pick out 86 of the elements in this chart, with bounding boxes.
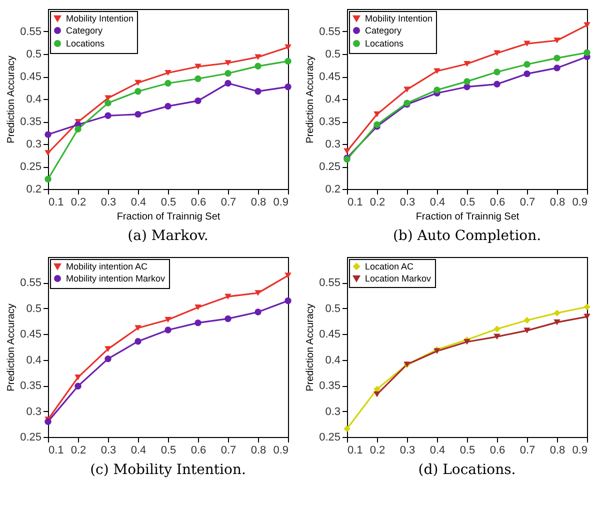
x-tick-label: 0.7 — [220, 444, 236, 456]
y-axis-title: Prediction Accuracy — [305, 304, 316, 392]
text: (b) Auto Completion. — [392, 228, 542, 244]
x-tick-label: 0.5 — [460, 444, 476, 456]
x-tick-label: 0.7 — [520, 444, 536, 456]
y-tick-label: 0.3 — [325, 138, 340, 150]
y-tick-label: 0.25 — [20, 161, 42, 173]
x-tick-label: 0.8 — [250, 444, 266, 456]
x-tick-label: 0.7 — [520, 196, 536, 208]
text: (a) Markov. — [128, 228, 208, 244]
y-tick-label: 0.35 — [319, 116, 340, 128]
x-axis-title: Fraction of Trainnig Set — [116, 212, 220, 222]
y-tick-label: 0.5 — [325, 48, 340, 60]
x-tick-label: 0.2 — [370, 196, 386, 208]
x-tick-label: 0.6 — [490, 196, 506, 208]
y-tick-label: 0.3 — [26, 138, 42, 150]
legend-label: Mobility Intention — [66, 14, 134, 24]
legend-label: Mobility intention Markov — [66, 274, 166, 284]
legend-label: Locations — [66, 38, 106, 48]
x-tick-label: 0.3 — [400, 196, 416, 208]
legend-label: Mobility intention AC — [66, 262, 148, 272]
x-tick-label: 0.5 — [160, 444, 176, 456]
y-tick-label: 0.45 — [319, 71, 340, 83]
x-tick-label: 0.3 — [100, 444, 116, 456]
x-tick-label: 0.3 — [100, 196, 116, 208]
x-tick-label: 0.3 — [400, 444, 416, 456]
x-tick-label: 0.2 — [70, 444, 86, 456]
x-tick-label: 0.6 — [190, 444, 206, 456]
y-tick-label: 0.35 — [20, 116, 42, 128]
y-tick-label: 0.55 — [20, 277, 42, 290]
y-tick-label: 0.45 — [319, 328, 340, 341]
y-axis-title: Prediction Accuracy — [305, 56, 316, 144]
x-tick-label: 0.9 — [273, 444, 288, 456]
text: (c) Mobility Intention. — [90, 462, 246, 478]
x-tick-label: 0.6 — [490, 444, 506, 456]
y-tick-label: 0.4 — [325, 94, 340, 106]
x-tick-label: 0.2 — [70, 196, 86, 208]
y-tick-label: 0.5 — [26, 302, 42, 315]
x-tick-label: 0.8 — [250, 196, 266, 208]
x-tick-label: 0.9 — [572, 444, 588, 456]
x-tick-label: 0.4 — [130, 196, 146, 208]
x-tick-label: 0.8 — [550, 196, 566, 208]
y-tick-label: 0.3 — [26, 406, 42, 418]
y-tick-label: 0.25 — [20, 432, 42, 444]
x-tick-label: 0.1 — [48, 196, 64, 208]
x-tick-label: 0.1 — [48, 444, 64, 456]
y-tick-label: 0.3 — [325, 406, 340, 418]
y-tick-label: 0.2 — [325, 184, 340, 196]
x-tick-label: 0.5 — [160, 196, 176, 208]
y-tick-label: 0.2 — [26, 184, 42, 196]
x-tick-label: 0.4 — [130, 444, 146, 456]
x-tick-label: 0.9 — [572, 196, 588, 208]
y-axis-title: Prediction Accuracy — [6, 56, 18, 144]
y-axis-title: Prediction Accuracy — [6, 304, 18, 392]
x-tick-label: 0.1 — [348, 444, 363, 456]
y-tick-label: 0.4 — [325, 354, 340, 366]
y-tick-label: 0.4 — [26, 354, 42, 366]
legend-label: Locations — [365, 38, 404, 48]
y-tick-label: 0.55 — [319, 26, 340, 38]
legend-label: Category — [365, 26, 402, 36]
x-tick-label: 0.2 — [370, 444, 386, 456]
legend-label: Location AC — [365, 262, 414, 272]
y-tick-label: 0.45 — [20, 328, 42, 341]
x-axis-title: Fraction of Trainnig Set — [416, 212, 520, 222]
x-tick-label: 0.7 — [220, 196, 236, 208]
y-tick-label: 0.25 — [319, 161, 340, 173]
y-tick-label: 0.35 — [20, 380, 42, 392]
x-tick-label: 0.5 — [460, 196, 476, 208]
y-tick-label: 0.25 — [319, 432, 340, 444]
x-tick-label: 0.4 — [430, 196, 446, 208]
x-tick-label: 0.1 — [348, 196, 363, 208]
text: (d) Locations. — [418, 462, 516, 478]
x-tick-label: 0.9 — [273, 196, 288, 208]
y-tick-label: 0.35 — [319, 380, 340, 392]
legend-label: Mobility Intention — [365, 14, 433, 24]
legend-label: Location Markov — [365, 274, 432, 284]
x-tick-label: 0.6 — [190, 196, 206, 208]
y-tick-label: 0.5 — [325, 302, 340, 315]
x-tick-label: 0.8 — [550, 444, 566, 456]
y-tick-label: 0.55 — [20, 26, 42, 38]
y-tick-label: 0.55 — [319, 277, 340, 290]
legend-label: Category — [66, 26, 104, 36]
y-tick-label: 0.5 — [26, 48, 42, 60]
y-tick-label: 0.45 — [20, 71, 42, 83]
x-tick-label: 0.4 — [430, 444, 446, 456]
y-tick-label: 0.4 — [26, 94, 42, 106]
